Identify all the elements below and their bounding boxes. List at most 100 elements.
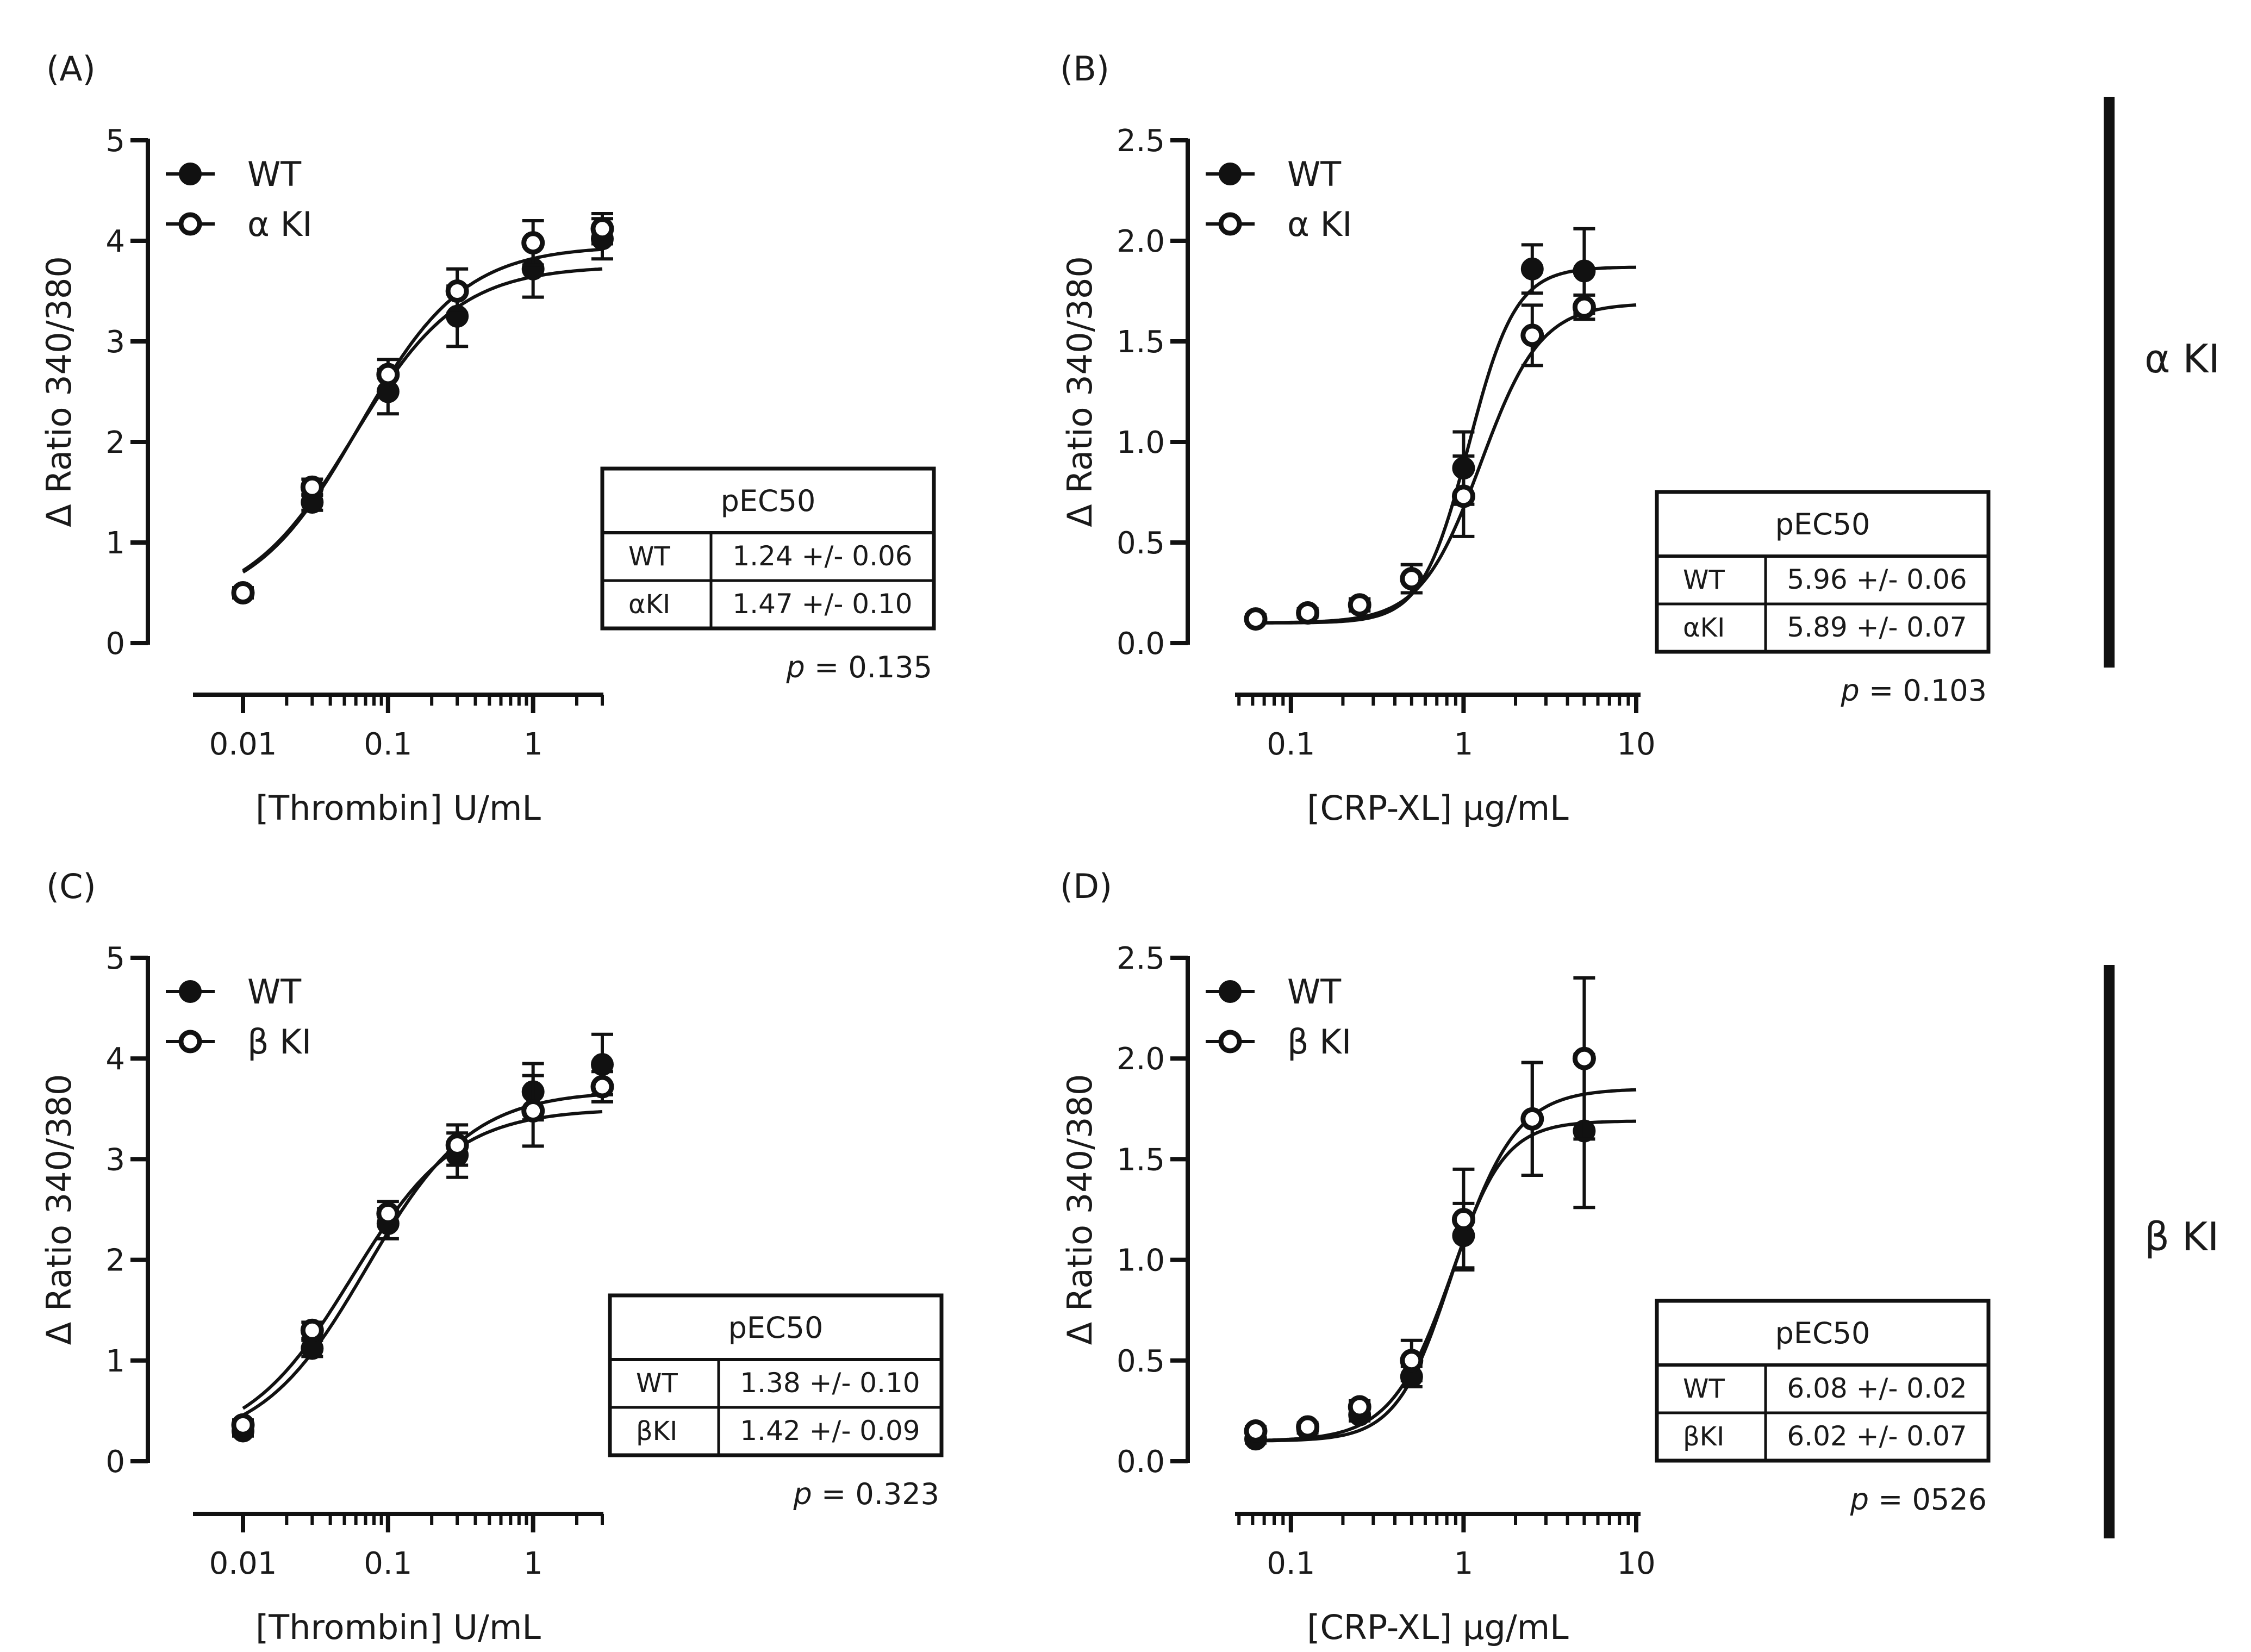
- data-point-open: [445, 1133, 469, 1157]
- chart-panel-a: (A) 0 1 2 3 4 5 Δ Ratio 340/380 0.01 0.1 1 [Thrombi…: [39, 49, 936, 828]
- pec50-table-header: pEC50: [1775, 1316, 1870, 1350]
- fit-curve-wt: [1256, 1119, 1636, 1443]
- pec50-row-value: 1.38 +/- 0.10: [740, 1367, 920, 1399]
- fit-curve-ki: [242, 247, 603, 573]
- pec50-row-value: 1.47 +/- 0.10: [732, 588, 912, 620]
- pec50-row-value: 6.02 +/- 0.07: [1787, 1420, 1967, 1452]
- data-point-open: [1572, 295, 1596, 319]
- pec50-table: [608, 1293, 944, 1457]
- p-symbol: p: [786, 650, 805, 684]
- pec50-row-label: αKI: [1683, 613, 1725, 643]
- data-point-open: [590, 1075, 614, 1099]
- y-tick-label: 2: [105, 1243, 125, 1279]
- data-point-open: [300, 475, 324, 499]
- side-label-bottom: β KI: [2144, 1214, 2219, 1260]
- data-point-open: [1296, 1415, 1320, 1439]
- fit-curve-ki: [1255, 1088, 1637, 1442]
- x-tick-label: 1: [1454, 1546, 1474, 1581]
- y-tick-label: 5: [105, 941, 125, 976]
- y-axis-label: Δ Ratio 340/380: [1060, 1074, 1100, 1345]
- pec50-table: [600, 466, 936, 631]
- x-tick-label: 0.1: [364, 1546, 412, 1581]
- y-tick-label: 0.0: [1117, 626, 1165, 662]
- x-tick-label: 0.01: [209, 727, 277, 762]
- data-point-open: [445, 279, 469, 303]
- data-point-open: [1451, 1208, 1475, 1232]
- pec50-table-header: pEC50: [728, 1311, 824, 1345]
- pec50-row-value: 6.08 +/- 0.02: [1787, 1373, 1967, 1404]
- x-tick-label: 1: [523, 1546, 543, 1581]
- y-tick-label: 1.0: [1117, 1243, 1165, 1279]
- pec50-row-label: WT: [636, 1368, 678, 1399]
- data-point-open: [1348, 593, 1371, 617]
- legend-marker-filled: [179, 980, 202, 1003]
- data-point-open: [300, 1318, 324, 1342]
- data-point-open: [1520, 1107, 1544, 1131]
- x-axis-label: [Thrombin] U/mL: [255, 1607, 541, 1647]
- panel-label: (D): [1060, 866, 1112, 906]
- pec50-table: [1655, 490, 1991, 654]
- legend-label: WT: [1287, 972, 1342, 1012]
- y-tick-label: 0.5: [1117, 526, 1165, 561]
- pec50-row-label: βKI: [636, 1416, 677, 1447]
- x-axis-label: [Thrombin] U/mL: [255, 788, 541, 828]
- data-point-open: [1244, 1419, 1268, 1443]
- legend-label: WT: [247, 972, 302, 1012]
- pec50-row-value: 5.89 +/- 0.07: [1787, 612, 1967, 643]
- y-tick-label: 2.0: [1117, 1042, 1165, 1077]
- y-tick-label: 0: [105, 626, 125, 662]
- group-bar-bottom: [2104, 965, 2115, 1538]
- pec50-row-label: WT: [628, 541, 670, 572]
- p-value-text: p = 0.323: [793, 1477, 939, 1511]
- data-point-filled: [1573, 259, 1596, 283]
- pec50-row-label: βKI: [1683, 1422, 1724, 1452]
- pec50-row-label: αKI: [628, 589, 670, 620]
- legend-marker-filled: [1219, 980, 1242, 1003]
- fit-curve-wt: [242, 1093, 603, 1417]
- chart-panel-d: (D) 0.0 0.5 1.0 1.5 2.0 2.5 Δ Ratio 340/380 0.1 1…: [1060, 866, 1991, 1647]
- y-tick-label: 5: [105, 123, 125, 159]
- data-point-open: [1400, 1349, 1424, 1373]
- p-symbol: p: [1841, 674, 1860, 708]
- x-tick-label: 10: [1617, 727, 1655, 762]
- legend-label: β KI: [247, 1022, 311, 1062]
- y-tick-label: 3: [105, 325, 125, 360]
- p-value: = 0.323: [812, 1477, 939, 1511]
- y-tick-label: 2.5: [1117, 123, 1165, 159]
- x-tick-label: 1: [1454, 727, 1474, 762]
- x-axis-label: [CRP-XL] μg/mL: [1307, 1607, 1569, 1647]
- y-tick-label: 1: [105, 1344, 125, 1379]
- fit-curve-ki: [242, 1110, 603, 1410]
- y-tick-label: 4: [105, 224, 125, 259]
- y-tick-label: 0.0: [1117, 1444, 1165, 1480]
- data-point-open: [521, 231, 545, 255]
- x-tick-label: 0.1: [364, 727, 412, 762]
- x-tick-label: 0.1: [1267, 1546, 1315, 1581]
- p-value: = 0526: [1869, 1482, 1987, 1517]
- legend-label: WT: [1287, 154, 1342, 194]
- data-point-open: [231, 1413, 255, 1437]
- pec50-row-value: 5.96 +/- 0.06: [1787, 564, 1967, 595]
- legend-marker-open: [178, 212, 202, 236]
- x-axis-label: [CRP-XL] μg/mL: [1307, 788, 1569, 828]
- y-tick-label: 0: [105, 1444, 125, 1480]
- y-tick-label: 2.0: [1117, 224, 1165, 259]
- data-point-filled: [1520, 257, 1544, 280]
- p-value: = 0.135: [805, 650, 932, 684]
- panel-label: (A): [46, 49, 96, 89]
- data-point-open: [1296, 601, 1320, 625]
- p-symbol: p: [793, 1477, 812, 1511]
- p-value-text: p = 0.135: [786, 650, 932, 684]
- x-tick-label: 0.1: [1267, 727, 1315, 762]
- pec50-row-value: 1.42 +/- 0.09: [740, 1415, 920, 1447]
- pec50-table: [1655, 1299, 1991, 1463]
- p-value: = 0.103: [1860, 674, 1987, 708]
- x-tick-label: 0.01: [209, 1546, 277, 1581]
- legend-marker-open: [178, 1030, 202, 1053]
- y-tick-label: 2: [105, 425, 125, 460]
- legend-label: WT: [247, 154, 302, 194]
- data-point-open: [1572, 1046, 1596, 1070]
- y-axis-label: Δ Ratio 340/380: [39, 1074, 79, 1345]
- y-axis-label: Δ Ratio 340/380: [39, 256, 79, 527]
